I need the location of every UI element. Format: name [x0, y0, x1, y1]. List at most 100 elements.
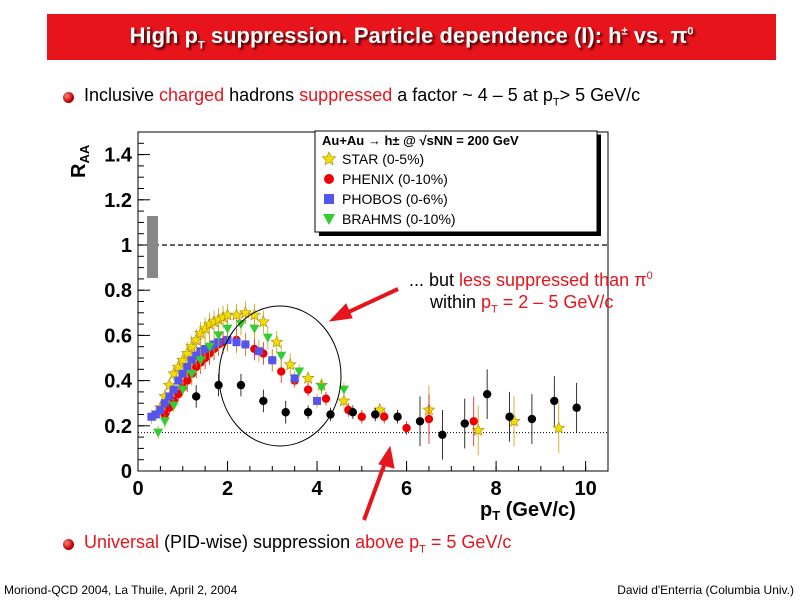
data-point	[213, 331, 224, 341]
data-point	[177, 385, 188, 395]
y-tick-label: 0.4	[104, 371, 133, 393]
legend: Au+Au → h± @ √sNN = 200 GeV STAR (0-5%) P…	[314, 130, 601, 236]
legend-entry: PHENIX (0-10%)	[342, 171, 448, 187]
data-point	[379, 412, 389, 421]
data-point	[178, 369, 187, 378]
data-point	[270, 335, 284, 348]
data-point	[276, 351, 287, 361]
data-point	[313, 396, 322, 405]
data-point	[321, 394, 331, 403]
legend-entry: PHOBOS (0-6%)	[342, 191, 448, 207]
data-point	[262, 333, 273, 343]
data-point	[303, 385, 313, 394]
data-point	[183, 376, 192, 385]
normalization-box	[147, 216, 158, 278]
bullet-icon	[63, 92, 74, 103]
data-point	[290, 374, 299, 383]
data-point	[268, 356, 277, 365]
data-point	[174, 376, 183, 385]
data-point	[204, 342, 215, 352]
data-point	[183, 363, 192, 372]
highlight-ellipse	[218, 305, 342, 447]
data-point	[552, 421, 566, 434]
data-point	[338, 385, 349, 395]
data-point	[357, 412, 367, 421]
data-point	[151, 410, 160, 419]
bullet-icon	[63, 539, 74, 550]
data-point	[460, 419, 469, 428]
y-tick-label: 1.4	[104, 145, 133, 167]
data-point	[402, 423, 411, 433]
data-point	[165, 392, 174, 401]
legend-marker	[324, 174, 334, 184]
y-tick-label: 1.2	[104, 190, 132, 212]
data-point	[192, 351, 201, 360]
data-point	[505, 412, 514, 421]
data-point	[316, 383, 327, 393]
data-point	[415, 417, 425, 426]
data-point	[572, 403, 581, 412]
slide-title: High pT suppression. Particle dependence…	[47, 14, 776, 60]
data-point	[393, 412, 402, 421]
data-point	[277, 367, 286, 376]
data-point	[303, 408, 313, 417]
annotation-text: ... but less suppressed than π0 within p…	[409, 270, 653, 316]
data-point	[294, 367, 305, 377]
y-tick-label: 1	[121, 235, 132, 257]
data-point	[186, 369, 197, 379]
data-point	[191, 392, 201, 401]
data-point	[147, 412, 156, 421]
data-point	[210, 340, 219, 349]
data-point	[337, 394, 351, 407]
data-point	[214, 380, 223, 390]
data-point	[550, 396, 559, 406]
data-point	[254, 347, 263, 356]
data-point	[159, 417, 170, 427]
y-tick-label: 0.8	[104, 280, 132, 302]
arrow-upper	[328, 287, 399, 322]
data-point	[283, 358, 297, 371]
footer-right: David d'Enterria (Columbia Univ.)	[617, 583, 794, 597]
x-tick-label: 6	[401, 478, 412, 500]
data-point	[348, 408, 358, 417]
data-point	[469, 417, 478, 426]
y-tick-label: 0	[121, 461, 132, 483]
data-point	[169, 385, 178, 394]
data-point	[438, 430, 447, 440]
legend-marker	[323, 214, 335, 225]
data-point	[249, 324, 260, 334]
bullet-1-text: Inclusive charged hadrons suppressed a f…	[84, 85, 641, 109]
data-point	[232, 338, 241, 347]
legend-marker	[324, 194, 334, 204]
arrow-lower	[362, 445, 395, 521]
series-brahms	[153, 312, 349, 440]
data-point	[424, 414, 434, 424]
data-point	[236, 380, 246, 390]
raa-chart: 0 2 4 6 8 10 0 0.2 0.4 0.6 0.8 1 1.2 1.4 Au+Au → h± @…	[68, 130, 609, 523]
data-point	[153, 428, 164, 438]
x-tick-label: 10	[574, 478, 596, 500]
data-point	[256, 315, 270, 328]
data-point	[281, 408, 290, 417]
x-tick-label: 4	[311, 478, 323, 500]
data-point	[168, 401, 179, 411]
data-point	[238, 306, 252, 319]
data-point	[371, 410, 380, 419]
legend-marker	[321, 151, 337, 166]
data-point	[222, 324, 233, 334]
bullet-2-text: Universal (PID-wise) suppression above p…	[84, 532, 512, 556]
data-point	[160, 399, 169, 408]
y-tick-label: 0.2	[104, 416, 132, 438]
footer-left: Moriond-QCD 2004, La Thuile, April 2, 20…	[4, 583, 238, 597]
x-tick-label: 8	[491, 478, 502, 500]
data-point	[259, 396, 268, 406]
data-point	[235, 320, 246, 330]
y-tick-label: 0.6	[104, 325, 132, 347]
data-point	[187, 356, 196, 365]
series-phenix	[191, 369, 581, 460]
y-axis-label: RAA	[68, 144, 92, 178]
data-point	[326, 410, 335, 419]
legend-entry: BRAHMS (0-10%)	[342, 211, 456, 227]
data-point	[156, 405, 165, 414]
data-point	[482, 389, 492, 399]
